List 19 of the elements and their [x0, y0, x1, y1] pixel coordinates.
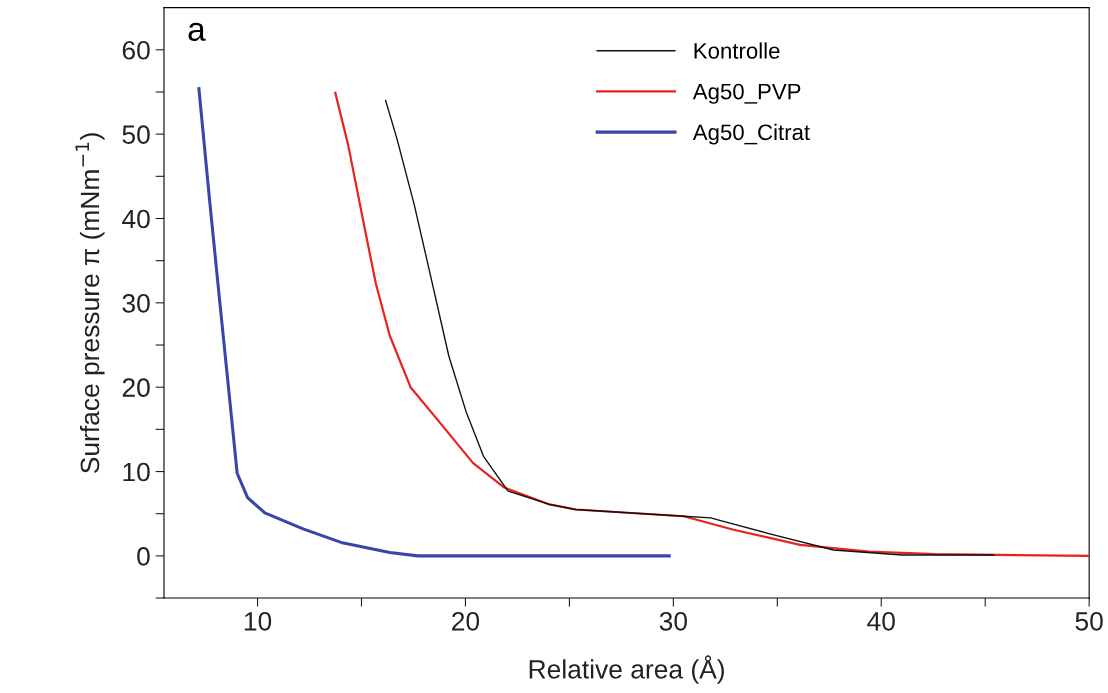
x-tick-label: 30	[659, 611, 687, 631]
x-axis-title: Relative area (Å)	[529, 655, 724, 684]
legend-label: Ag50_Citrat	[692, 123, 810, 145]
y-tick-label: 10	[123, 462, 150, 482]
annotation: a	[188, 22, 206, 41]
x-tick-label: 10	[244, 611, 272, 631]
y-tick-label: 20	[122, 378, 150, 398]
legend-label: Kontrolle	[694, 42, 780, 59]
y-tick-label: 0	[137, 547, 150, 566]
y-tick-label: 50	[122, 125, 150, 144]
x-tick-label: 40	[867, 611, 895, 631]
y-tick-label: 40	[122, 209, 150, 229]
y-axis-title: Surface pressure π (mNm$^{−1}$)	[75, 133, 105, 474]
y-tick-label: 30	[122, 293, 150, 313]
legend-label: Ag50_PVP	[692, 83, 801, 104]
x-tick-label: 50	[1075, 611, 1103, 631]
x-tick-label: 20	[452, 611, 480, 631]
y-tick-label: 60	[122, 40, 150, 60]
line-series	[197, 87, 671, 558]
